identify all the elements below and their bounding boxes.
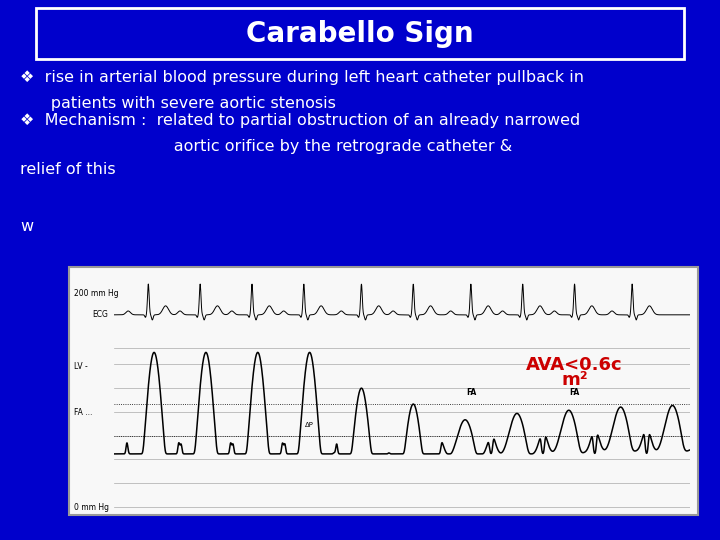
Text: 200 mm Hg: 200 mm Hg [74, 289, 119, 298]
Text: patients with severe aortic stenosis: patients with severe aortic stenosis [20, 96, 336, 111]
Text: relief of this: relief of this [20, 162, 116, 177]
Text: FA: FA [570, 388, 580, 397]
Text: LV -: LV - [74, 362, 88, 370]
Text: FA: FA [466, 388, 476, 397]
Text: ❖  Mechanism :  related to partial obstruction of an already narrowed: ❖ Mechanism : related to partial obstruc… [20, 113, 580, 129]
Text: Carabello Sign: Carabello Sign [246, 20, 474, 48]
Text: w: w [20, 219, 33, 234]
Text: aortic orifice by the retrograde catheter &: aortic orifice by the retrograde cathete… [20, 139, 513, 154]
Text: FA ...: FA ... [74, 408, 93, 417]
Text: ECG: ECG [92, 310, 108, 319]
FancyBboxPatch shape [36, 8, 684, 59]
Text: ❖  rise in arterial blood pressure during left heart catheter pullback in: ❖ rise in arterial blood pressure during… [20, 70, 584, 85]
FancyBboxPatch shape [69, 267, 698, 515]
Text: m²: m² [562, 370, 588, 389]
Text: ΔP: ΔP [305, 422, 314, 428]
Text: AVA<0.6c: AVA<0.6c [526, 356, 623, 374]
Text: 0 mm Hg: 0 mm Hg [74, 503, 109, 512]
